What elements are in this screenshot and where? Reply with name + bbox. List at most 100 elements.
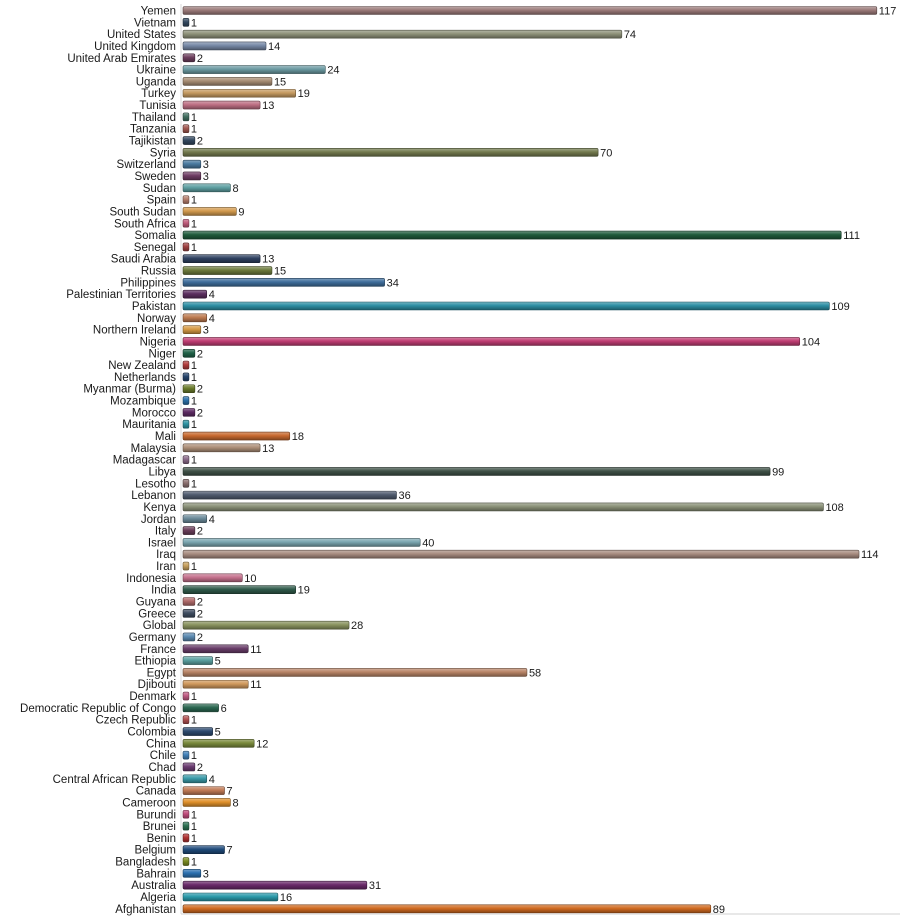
value-label: 114 <box>861 549 879 561</box>
category-label: Benin <box>147 833 176 845</box>
category-label: Australia <box>131 880 176 892</box>
bar-pakistan <box>182 301 830 311</box>
category-label: Niger <box>149 348 177 360</box>
category-label: Brunei <box>143 821 176 833</box>
category-label: Mozambique <box>110 396 176 408</box>
value-label: 19 <box>298 88 310 100</box>
category-label: Burundi <box>136 809 176 821</box>
value-label: 117 <box>879 6 897 18</box>
category-label: Saudi Arabia <box>111 254 177 266</box>
category-label: Russia <box>141 266 177 278</box>
bar-brunei <box>182 821 190 831</box>
value-label: 1 <box>191 809 197 821</box>
category-label: Egypt <box>147 667 177 679</box>
bar-spain <box>182 195 190 204</box>
category-label: Mali <box>155 431 176 443</box>
value-label: 3 <box>203 325 209 337</box>
category-label: Switzerland <box>117 159 176 171</box>
category-label: South Sudan <box>109 206 176 218</box>
category-label: Germany <box>129 632 177 644</box>
value-label: 1 <box>191 112 197 124</box>
category-label: Tunisia <box>139 100 176 112</box>
category-label: United Arab Emirates <box>67 53 176 65</box>
bar-new-zealand <box>182 360 190 370</box>
bar-somalia <box>182 230 842 240</box>
bar-norway <box>182 313 208 323</box>
category-label: Tanzania <box>130 124 177 136</box>
category-label: Senegal <box>134 242 176 254</box>
category-label: Algeria <box>140 892 176 904</box>
value-label: 2 <box>197 136 203 148</box>
bar-vietnam <box>182 18 190 27</box>
category-label: India <box>151 585 177 597</box>
category-label: Indonesia <box>126 573 176 585</box>
bar-central-african-republic <box>182 774 208 784</box>
value-label: 16 <box>280 892 292 904</box>
category-label: Nigeria <box>140 336 177 348</box>
category-label: Cameroon <box>122 797 176 809</box>
value-label: 2 <box>197 762 203 774</box>
bar-guyana <box>182 597 196 606</box>
bar-tanzania <box>182 124 190 133</box>
value-label: 13 <box>262 100 274 112</box>
category-label: Netherlands <box>114 372 176 384</box>
bar-france <box>182 644 249 654</box>
value-label: 3 <box>203 868 209 880</box>
value-label: 74 <box>624 29 636 41</box>
bar-benin <box>182 833 190 843</box>
value-label: 1 <box>191 561 197 573</box>
value-label: 108 <box>825 502 843 514</box>
category-label: Colombia <box>127 727 176 739</box>
category-label: Kenya <box>143 502 176 514</box>
bar-russia <box>182 266 273 275</box>
category-label: China <box>146 738 177 750</box>
category-label: Lesotho <box>135 478 176 490</box>
value-label: 31 <box>369 880 381 892</box>
category-label: Ethiopia <box>134 656 176 668</box>
value-label: 5 <box>215 656 221 668</box>
value-labels-group: 1171741422415191311270338191111113153441… <box>191 6 896 916</box>
bar-ethiopia <box>182 656 213 665</box>
category-label: Syria <box>150 147 177 159</box>
category-label: Ukraine <box>136 65 176 77</box>
bar-kenya <box>182 502 824 512</box>
bar-italy <box>182 526 196 535</box>
bar-south-sudan <box>182 207 237 216</box>
value-label: 18 <box>292 431 304 443</box>
bar-turkey <box>182 88 296 98</box>
category-label: Djibouti <box>138 679 176 691</box>
category-label: Uganda <box>136 76 177 88</box>
value-label: 4 <box>209 774 215 786</box>
bar-saudi-arabia <box>182 254 261 264</box>
category-label: Pakistan <box>132 301 176 313</box>
category-label: United Kingdom <box>94 41 176 53</box>
category-label: Morocco <box>132 407 176 419</box>
bar-djibouti <box>182 679 249 689</box>
category-label: Turkey <box>141 88 176 100</box>
category-label: Philippines <box>120 277 176 289</box>
category-label: Denmark <box>129 691 176 703</box>
bar-india <box>182 585 296 594</box>
value-label: 4 <box>209 289 215 301</box>
value-label: 89 <box>713 904 725 916</box>
category-label: Mauritania <box>122 419 176 431</box>
bar-germany <box>182 632 196 642</box>
bar-mozambique <box>182 396 190 405</box>
value-label: 99 <box>772 466 784 478</box>
category-label: Bangladesh <box>115 857 176 869</box>
value-label: 13 <box>262 443 274 455</box>
bar-algeria <box>182 892 279 902</box>
category-label: Central African Republic <box>53 774 177 786</box>
value-label: 2 <box>197 597 203 609</box>
value-label: 3 <box>203 159 209 171</box>
bar-israel <box>182 538 421 547</box>
bar-egypt <box>182 668 528 677</box>
value-label: 1 <box>191 857 197 869</box>
category-label: Czech Republic <box>95 715 176 727</box>
bar-czech-republic <box>182 715 190 725</box>
value-label: 2 <box>197 608 203 620</box>
value-label: 1 <box>191 372 197 384</box>
category-label: United States <box>107 29 176 41</box>
category-label: New Zealand <box>108 360 176 372</box>
